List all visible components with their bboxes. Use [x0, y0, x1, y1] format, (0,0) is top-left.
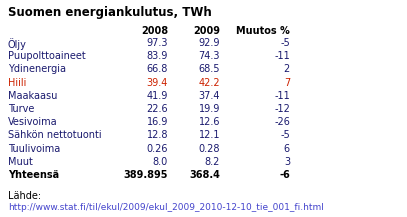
Text: 368.4: 368.4	[189, 170, 220, 180]
Text: Lähde:: Lähde:	[8, 191, 41, 201]
Text: 12.1: 12.1	[199, 130, 220, 140]
Text: 3: 3	[284, 157, 290, 167]
Text: 37.4: 37.4	[199, 91, 220, 101]
Text: 66.8: 66.8	[147, 64, 168, 74]
Text: Yhteensä: Yhteensä	[8, 170, 59, 180]
Text: 2: 2	[284, 64, 290, 74]
Text: 0.28: 0.28	[199, 144, 220, 154]
Text: Vesivoima: Vesivoima	[8, 117, 58, 127]
Text: 12.8: 12.8	[147, 130, 168, 140]
Text: -6: -6	[279, 170, 290, 180]
Text: 97.3: 97.3	[147, 38, 168, 48]
Text: 68.5: 68.5	[199, 64, 220, 74]
Text: Ydinenergia: Ydinenergia	[8, 64, 66, 74]
Text: Tuulivoima: Tuulivoima	[8, 144, 60, 154]
Text: 16.9: 16.9	[147, 117, 168, 127]
Text: Muutos %: Muutos %	[236, 26, 290, 36]
Text: 6: 6	[284, 144, 290, 154]
Text: -11: -11	[274, 51, 290, 61]
Text: 2009: 2009	[193, 26, 220, 36]
Text: 41.9: 41.9	[147, 91, 168, 101]
Text: 8.0: 8.0	[153, 157, 168, 167]
Text: 12.6: 12.6	[199, 117, 220, 127]
Text: 83.9: 83.9	[147, 51, 168, 61]
Text: 389.895: 389.895	[123, 170, 168, 180]
Text: 39.4: 39.4	[147, 78, 168, 88]
Text: -12: -12	[274, 104, 290, 114]
Text: 92.9: 92.9	[199, 38, 220, 48]
Text: 0.26: 0.26	[147, 144, 168, 154]
Text: Muut: Muut	[8, 157, 33, 167]
Text: -26: -26	[274, 117, 290, 127]
Text: http://www.stat.fi/til/ekul/2009/ekul_2009_2010-12-10_tie_001_fi.html: http://www.stat.fi/til/ekul/2009/ekul_20…	[8, 203, 324, 212]
Text: Puupolttoaineet: Puupolttoaineet	[8, 51, 86, 61]
Text: -5: -5	[280, 130, 290, 140]
Text: Turve: Turve	[8, 104, 34, 114]
Text: -5: -5	[280, 38, 290, 48]
Text: 8.2: 8.2	[205, 157, 220, 167]
Text: 2008: 2008	[141, 26, 168, 36]
Text: -11: -11	[274, 91, 290, 101]
Text: Maakaasu: Maakaasu	[8, 91, 57, 101]
Text: 74.3: 74.3	[199, 51, 220, 61]
Text: Öljy: Öljy	[8, 38, 27, 50]
Text: 7: 7	[284, 78, 290, 88]
Text: 19.9: 19.9	[199, 104, 220, 114]
Text: Hiili: Hiili	[8, 78, 26, 88]
Text: 22.6: 22.6	[147, 104, 168, 114]
Text: Sähkön nettotuonti: Sähkön nettotuonti	[8, 130, 102, 140]
Text: Suomen energiankulutus, TWh: Suomen energiankulutus, TWh	[8, 6, 212, 19]
Text: 42.2: 42.2	[198, 78, 220, 88]
